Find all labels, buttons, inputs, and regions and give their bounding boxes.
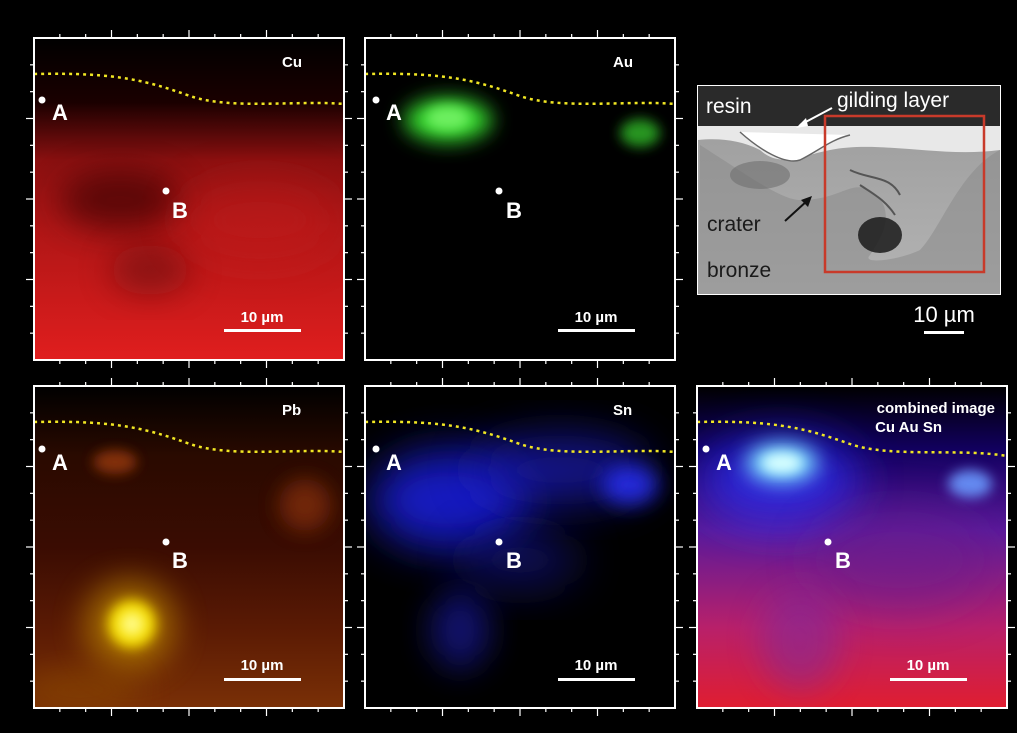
panel-cu: Cu A B 10 µm [33,37,345,361]
point-a-label: A [716,450,732,475]
scale-bar-label: 10 µm [907,657,950,674]
point-a-label: A [52,100,68,125]
scale-bar [558,329,635,332]
scale-bar-label: 10 µm [575,309,618,326]
interface-line [697,420,1007,458]
point-b-label: B [835,548,851,573]
scale-bar [224,329,301,332]
element-label: Cu [282,54,302,71]
bronze-label: bronze [707,259,771,282]
interface-line [34,72,344,106]
panel-sn: Sn A B 10 µm [364,385,676,709]
crater-arrowhead [801,196,812,207]
point-b-marker [495,538,503,546]
scale-bar-label: 10 µm [241,657,284,674]
point-b-label: B [172,548,188,573]
sem-scale-label: 10 µm [913,302,975,327]
resin-label: resin [706,95,752,118]
element-label: Au [613,54,633,71]
scale-bar [558,678,635,681]
gilding-arrowhead [796,118,808,128]
sem-image: resin gilding layer crater bronze 10 µm [697,85,1001,334]
interface-line [365,72,675,106]
point-a-label: A [386,450,402,475]
axis-ticks [26,30,1015,716]
element-label-line2: Cu Au Sn [875,419,942,436]
point-b-marker [162,187,170,195]
point-a-label: A [386,100,402,125]
point-a-marker [38,445,46,453]
element-label: Sn [613,402,632,419]
interface-line [34,420,344,454]
element-label: Pb [282,402,301,419]
panel-combined: combined image Cu Au Sn A B 10 µm [696,385,1008,709]
scale-bar [224,678,301,681]
point-b-marker [495,187,503,195]
panel-au: Au A B 10 µm [364,37,676,361]
interface-line [365,420,675,454]
sem-scale-bar [924,331,964,334]
point-b-label: B [506,548,522,573]
point-b-marker [824,538,832,546]
point-b-label: B [506,198,522,223]
point-b-marker [162,538,170,546]
panel-pb: Pb A B 10 µm [33,385,345,709]
point-a-marker [372,445,380,453]
crater-arrow [784,199,809,222]
element-label-line1: combined image [877,400,995,417]
scale-bar-label: 10 µm [241,309,284,326]
point-b-label: B [172,198,188,223]
scale-bar-label: 10 µm [575,657,618,674]
scale-bar [890,678,967,681]
roi-box [823,114,986,274]
point-a-marker [702,445,710,453]
point-a-marker [38,96,46,104]
crater-label: crater [707,213,761,236]
point-a-label: A [52,450,68,475]
gilding-layer-label: gilding layer [837,89,949,112]
point-a-marker [372,96,380,104]
